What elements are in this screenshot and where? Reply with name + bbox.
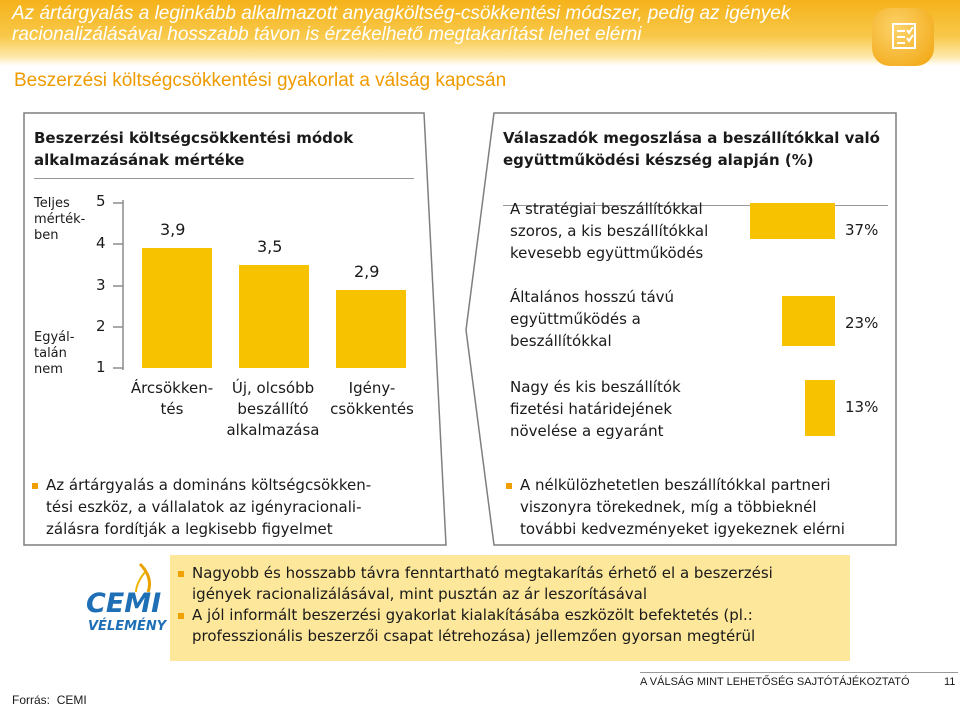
conclusion-box [170, 555, 850, 661]
bullet-icon [178, 570, 184, 577]
hbar-strategic [750, 203, 835, 239]
right-panel-rule [503, 205, 888, 206]
bar-igenycsokkentes [336, 289, 406, 368]
hbar-value-label: 37% [845, 221, 879, 239]
checklist-badge-icon [872, 8, 934, 66]
y-tick-label: 1 [96, 358, 106, 376]
left-panel-rule [34, 178, 414, 179]
category-label: Árcsökken- tés [130, 379, 214, 418]
right-panel-title: Válaszadók megoszlása a beszállítókkal v… [503, 129, 880, 169]
hbar-payment-terms [805, 380, 835, 436]
category-label: Igény- csökkentés [330, 379, 414, 418]
header-bar: Az ártárgyalás a leginkább alkalmazott a… [0, 0, 960, 66]
y-tick-label: 4 [96, 234, 106, 252]
cemi-logo: CEMI VÉLEMÉNY [82, 560, 172, 648]
source-note: Forrás: CEMI [12, 693, 87, 707]
footer-rule [640, 672, 958, 673]
axis-note-none: Egyál- talán nem [34, 330, 75, 377]
bar-value-label: 3,9 [160, 220, 186, 240]
category-label: Új, olcsóbb beszállító alkalmazása [226, 379, 320, 439]
bullet-icon [178, 612, 184, 619]
axis-note-full: Teljes mérték- ben [34, 196, 86, 243]
bar-value-label: 2,9 [354, 261, 380, 281]
y-tick-label: 2 [96, 317, 106, 335]
bullet-icon [32, 482, 38, 489]
hbar-value-label: 13% [845, 398, 879, 416]
left-panel-title: Beszerzési költségcsökkentési módok alka… [34, 129, 354, 169]
section-subtitle: Beszerzési költségcsökkentési gyakorlat … [14, 70, 507, 91]
footer-text: A VÁLSÁG MINT LEHETŐSÉG SAJTÓTÁJÉKOZTATÓ [640, 676, 910, 688]
bar-arcsokkentes [142, 248, 212, 368]
hbar-category-label: Nagy és kis beszállítók fizetési határid… [510, 378, 681, 440]
conclusion-text: Nagyobb és hosszabb távra fenntartható m… [178, 563, 773, 647]
svg-text:VÉLEMÉNY: VÉLEMÉNY [88, 618, 168, 634]
y-tick-label: 5 [96, 192, 106, 210]
y-tick-label: 3 [96, 276, 106, 294]
bullet-icon [506, 482, 512, 489]
right-panel-note: A nélkülözhetetlen beszállítókkal partne… [506, 474, 845, 540]
page-number: 11 [944, 676, 956, 688]
bar-uj-beszallito [239, 264, 309, 368]
hbar-category-label: Általános hosszú távú együttműködés a be… [510, 288, 675, 350]
svg-text:CEMI: CEMI [86, 588, 161, 619]
hbar-category-label: A stratégiai beszállítókkal szoros, a ki… [510, 200, 709, 262]
page-title: Az ártárgyalás a leginkább alkalmazott a… [12, 3, 791, 45]
hbar-value-label: 23% [845, 314, 879, 332]
hbar-general [782, 296, 835, 346]
bar-value-label: 3,5 [257, 236, 283, 256]
left-panel-note: Az ártárgyalás a domináns költségcsökken… [32, 474, 371, 540]
